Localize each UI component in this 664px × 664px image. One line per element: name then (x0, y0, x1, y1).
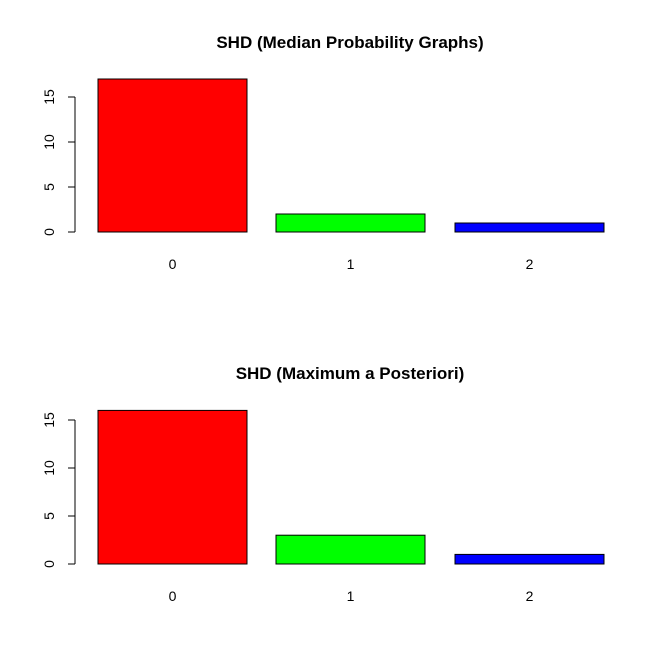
bar-0 (97, 78, 248, 233)
chart-panel-median: SHD (Median Probability Graphs) 0 1 2 0 5 10 1… (41, 33, 605, 272)
chart-title: SHD (Maximum a Posteriori) (236, 364, 465, 383)
y-tick-label: 0 (41, 560, 57, 568)
plot-area: 0 1 2 0 5 10 15 (41, 78, 605, 272)
y-tick-label: 10 (41, 134, 57, 150)
bar-1 (275, 213, 426, 233)
chart-title: SHD (Median Probability Graphs) (216, 33, 483, 52)
bar-1 (275, 534, 426, 565)
x-tick-label: 2 (526, 588, 534, 604)
y-tick-label: 0 (41, 228, 57, 236)
bar-0 (97, 409, 248, 565)
bar-2 (454, 553, 605, 565)
x-tick-label: 1 (347, 256, 355, 272)
x-tick-label: 0 (169, 588, 177, 604)
y-tick-label: 10 (41, 460, 57, 476)
chart-panel-map: SHD (Maximum a Posteriori) 0 1 2 0 5 10 15 (41, 364, 605, 604)
plot-area: 0 1 2 0 5 10 15 (41, 409, 605, 604)
y-tick-label: 15 (41, 412, 57, 428)
x-tick-label: 0 (169, 256, 177, 272)
y-tick-label: 15 (41, 89, 57, 105)
y-tick-label: 5 (41, 183, 57, 191)
bar-2 (454, 222, 605, 233)
y-tick-label: 5 (41, 512, 57, 520)
x-tick-label: 2 (526, 256, 534, 272)
x-tick-label: 1 (347, 588, 355, 604)
